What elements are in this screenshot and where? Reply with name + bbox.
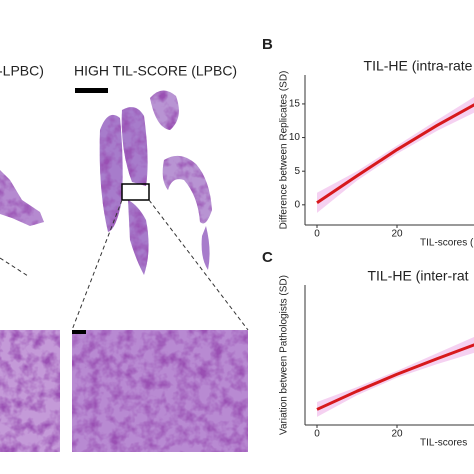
y-axis-label: Variation between Pathologists (SD) <box>279 275 290 435</box>
y-tick-label: 10 <box>289 132 301 143</box>
confidence-band <box>317 97 474 213</box>
y-tick-label: 15 <box>289 99 301 110</box>
x-axis-label: TIL-scores <box>420 438 467 449</box>
zoom-high <box>72 330 248 452</box>
fit-line <box>316 103 474 205</box>
x-axis-label: TIL-scores (r <box>420 238 474 249</box>
y-tick-label: 5 <box>294 166 300 177</box>
histology-panel: -LPBC) HIGH TIL-SCORE (LPBC) <box>0 63 249 452</box>
zoom-low <box>0 330 60 452</box>
tissue-high <box>99 90 212 275</box>
panel-letter: B <box>262 36 273 53</box>
y-axis-label: Difference between Replicates (SD) <box>279 71 290 230</box>
zoom-lines <box>0 199 249 331</box>
high-label: HIGH TIL-SCORE (LPBC) <box>74 63 237 79</box>
confidence-band <box>317 337 474 417</box>
x-tick-label: 0 <box>314 429 320 440</box>
y-tick-label: 0 <box>294 199 300 210</box>
fit-line <box>316 343 474 411</box>
low-label: -LPBC) <box>0 63 44 79</box>
x-tick-label: 0 <box>314 229 320 240</box>
scale-bar <box>75 88 108 93</box>
panel-letter: C <box>262 249 273 266</box>
chart-title: TIL-HE (intra-rate <box>364 58 473 74</box>
x-tick-label: 20 <box>391 429 403 440</box>
chart-title: TIL-HE (inter-rat <box>367 268 468 284</box>
tissue-low <box>0 170 44 226</box>
x-tick-label: 20 <box>391 229 403 240</box>
